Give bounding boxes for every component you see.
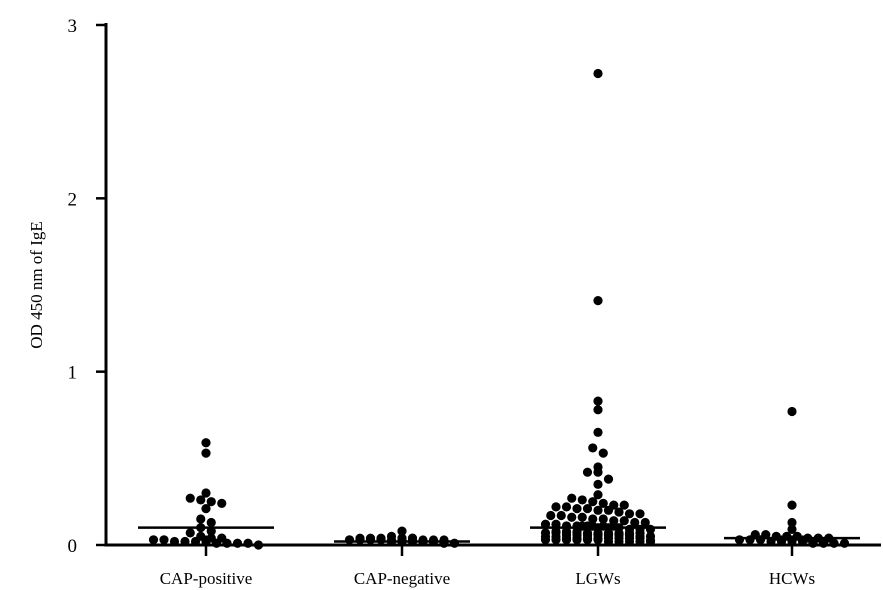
axes xyxy=(104,23,881,547)
data-point-hcws xyxy=(787,406,797,417)
data-point-cap-positive xyxy=(185,493,195,503)
data-point-cap-negative xyxy=(418,535,428,545)
data-point-cap-negative xyxy=(397,535,407,545)
x-tick-label-cap-positive: CAP-positive xyxy=(160,569,253,588)
data-point-lgws xyxy=(645,535,656,545)
data-point-cap-positive xyxy=(201,448,211,458)
data-point-lgws xyxy=(593,68,603,79)
data-point-cap-positive xyxy=(148,535,159,545)
data-point-lgws xyxy=(567,493,577,503)
data-point-lgws xyxy=(556,510,566,521)
x-tick-label-lgws: LGWs xyxy=(575,569,620,588)
data-point-cap-positive xyxy=(206,517,216,528)
data-point-lgws xyxy=(588,514,598,524)
data-point-cap-negative xyxy=(344,535,355,545)
data-point-lgws xyxy=(593,479,603,489)
data-point-cap-positive xyxy=(185,528,195,538)
data-point-lgws xyxy=(582,504,593,514)
data-point-lgws xyxy=(614,507,624,517)
data-point-lgws xyxy=(593,505,603,515)
data-point-lgws xyxy=(593,396,603,406)
data-point-lgws xyxy=(551,502,561,512)
data-point-lgws xyxy=(561,530,572,540)
data-point-hcws xyxy=(787,500,797,510)
data-point-cap-negative xyxy=(407,535,418,545)
data-point-cap-negative xyxy=(386,535,397,545)
y-tick-label: 0 xyxy=(68,536,78,557)
data-point-hcws xyxy=(787,517,797,528)
data-point-lgws xyxy=(593,296,603,306)
y-tick-label: 1 xyxy=(68,363,78,384)
data-point-lgws xyxy=(577,512,587,522)
data-point-cap-negative xyxy=(439,535,449,545)
data-point-cap-positive xyxy=(196,514,206,524)
data-point-cap-positive xyxy=(196,495,206,505)
data-point-hcws xyxy=(776,535,787,545)
data-point-lgws xyxy=(593,490,603,500)
data-point-lgws xyxy=(588,497,598,507)
data-point-lgws xyxy=(551,531,561,542)
data-point-cap-positive xyxy=(201,504,211,514)
y-tick-label: 2 xyxy=(68,189,78,210)
data-point-lgws xyxy=(640,517,650,528)
data-point-lgws xyxy=(603,474,614,484)
data-point-hcws xyxy=(787,535,797,545)
data-point-hcws xyxy=(797,535,808,545)
data-point-lgws xyxy=(635,509,645,519)
data-point-cap-positive xyxy=(201,535,211,545)
data-point-lgws xyxy=(614,530,624,540)
data-point-lgws xyxy=(630,517,640,528)
data-point-hcws xyxy=(787,524,797,535)
data-point-lgws xyxy=(624,530,635,540)
data-point-cap-positive xyxy=(159,535,169,545)
data-point-lgws xyxy=(603,530,614,540)
data-point-hcws xyxy=(755,535,766,545)
y-axis-ticks: 0 1 2 3 xyxy=(68,16,106,557)
data-point-cap-negative xyxy=(428,535,439,545)
data-point-lgws xyxy=(593,467,603,477)
data-point-cap-positive xyxy=(217,498,227,508)
data-point-cap-positive xyxy=(201,488,211,498)
data-point-lgws xyxy=(546,510,556,521)
data-point-cap-negative xyxy=(397,526,407,536)
data-point-lgws xyxy=(561,502,572,512)
data-point-lgws xyxy=(572,504,582,514)
data-point-lgws xyxy=(598,514,608,524)
data-point-lgws xyxy=(572,530,582,540)
data-point-lgws xyxy=(593,427,603,437)
data-point-lgws xyxy=(588,443,598,453)
data-point-lgws xyxy=(598,498,608,508)
data-point-cap-positive xyxy=(201,438,211,448)
median-lines xyxy=(138,526,860,543)
y-axis-title: OD 450 nm of IgE xyxy=(27,221,46,348)
data-point-lgws xyxy=(593,530,603,540)
data-points xyxy=(148,68,850,550)
x-axis-ticks: CAP-positive CAP-negative LGWs HCWs xyxy=(160,545,815,588)
data-point-lgws xyxy=(567,512,577,522)
data-point-hcws xyxy=(745,535,755,545)
y-tick-label: 3 xyxy=(68,16,78,37)
data-point-lgws xyxy=(598,448,608,458)
data-point-hcws xyxy=(734,535,745,545)
x-tick-label-hcws: HCWs xyxy=(769,569,815,588)
data-point-lgws xyxy=(624,509,635,519)
data-point-lgws xyxy=(593,405,603,415)
data-point-lgws xyxy=(577,495,587,505)
data-point-cap-positive xyxy=(206,497,216,507)
data-point-lgws xyxy=(619,516,629,526)
data-point-lgws xyxy=(540,531,551,542)
data-point-lgws xyxy=(635,533,645,543)
x-tick-label-cap-negative: CAP-negative xyxy=(354,569,450,588)
data-point-lgws xyxy=(582,467,593,477)
data-point-lgws xyxy=(603,505,614,515)
data-point-lgws xyxy=(619,500,629,510)
data-point-lgws xyxy=(582,530,593,540)
